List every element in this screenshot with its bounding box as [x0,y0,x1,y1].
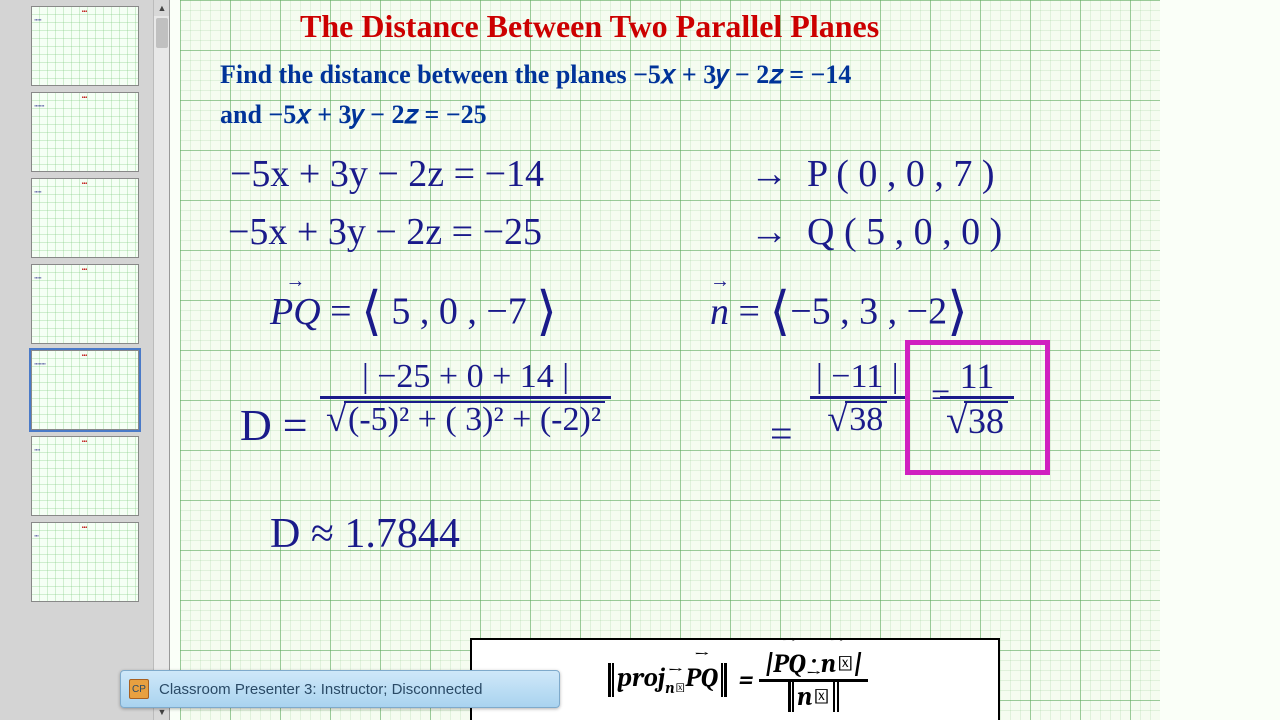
answer-numerator: 11 [940,358,1014,396]
problem-line-1: Find the distance between the planes −5𝑥… [220,55,851,95]
problem-statement: Find the distance between the planes −5𝑥… [220,55,851,135]
point-P: P ( 0 , 0 , 7 ) [807,153,995,195]
thumbnail-6[interactable]: •••▪▪▪▪ [31,436,139,516]
thumbnail-scrollbar[interactable]: ▲ ▼ [153,0,169,720]
handwriting-arrow-Q: → Q ( 5 , 0 , 0 ) [750,210,1002,254]
answer-denominator: 38 [940,399,1014,439]
slide-title: The Distance Between Two Parallel Planes [300,8,879,45]
thumbnail-1[interactable]: •••▪▪▪▪▪ [31,6,139,86]
handwriting-D-equals: D = [240,400,308,451]
handwriting-plane2: −5x + 3y − 2z = −25 [228,210,542,254]
handwriting-vector-PQ: PQ = ⟨ 5 , 0 , −7 ⟩ [270,280,557,342]
taskbar-button[interactable]: CP Classroom Presenter 3: Instructor; Di… [120,670,560,708]
thumbnail-4[interactable]: •••▪▪▪▪▪ [31,264,139,344]
thumbnail-2[interactable]: •••▪▪▪▪▪▪▪ [31,92,139,172]
thumbnail-5[interactable]: •••▪▪▪▪▪▪▪▪ [31,350,139,430]
scroll-up-arrow[interactable]: ▲ [154,0,170,16]
slide-thumbnail-panel: •••▪▪▪▪▪ •••▪▪▪▪▪▪▪ •••▪▪▪▪▪ •••▪▪▪▪▪ ••… [0,0,170,720]
frac1-denominator: (-5)² + ( 3)² + (-2)² [320,399,611,437]
handwriting-vector-n: n = ⟨−5 , 3 , −2⟩ [710,280,968,342]
frac2-numerator: | −11 | [810,360,905,396]
handwriting-approx: D ≈ 1.7844 [270,510,460,558]
frac1-numerator: | −25 + 0 + 14 | [320,360,611,396]
frac2-denominator: 38 [810,399,905,437]
app-icon: CP [129,679,149,699]
point-Q: Q ( 5 , 0 , 0 ) [807,211,1002,253]
thumbnail-7[interactable]: •••▪▪▪ [31,522,139,602]
handwriting-arrow-P: → P ( 0 , 0 , 7 ) [750,152,995,196]
main-slide-area: The Distance Between Two Parallel Planes… [170,0,1280,720]
scroll-thumb[interactable] [156,18,168,48]
thumbnail-3[interactable]: •••▪▪▪▪▪ [31,178,139,258]
problem-line-2: and −5𝑥 + 3𝑦 − 2𝑧 = −25 [220,95,851,135]
equals-1: = [770,410,793,457]
handwriting-answer: 11 38 [940,358,1014,439]
taskbar-label: Classroom Presenter 3: Instructor; Disco… [159,681,482,698]
handwriting-plane1: −5x + 3y − 2z = −14 [230,152,544,196]
right-padding [1160,0,1280,720]
handwriting-fraction-1: | −25 + 0 + 14 | (-5)² + ( 3)² + (-2)² [320,360,611,437]
